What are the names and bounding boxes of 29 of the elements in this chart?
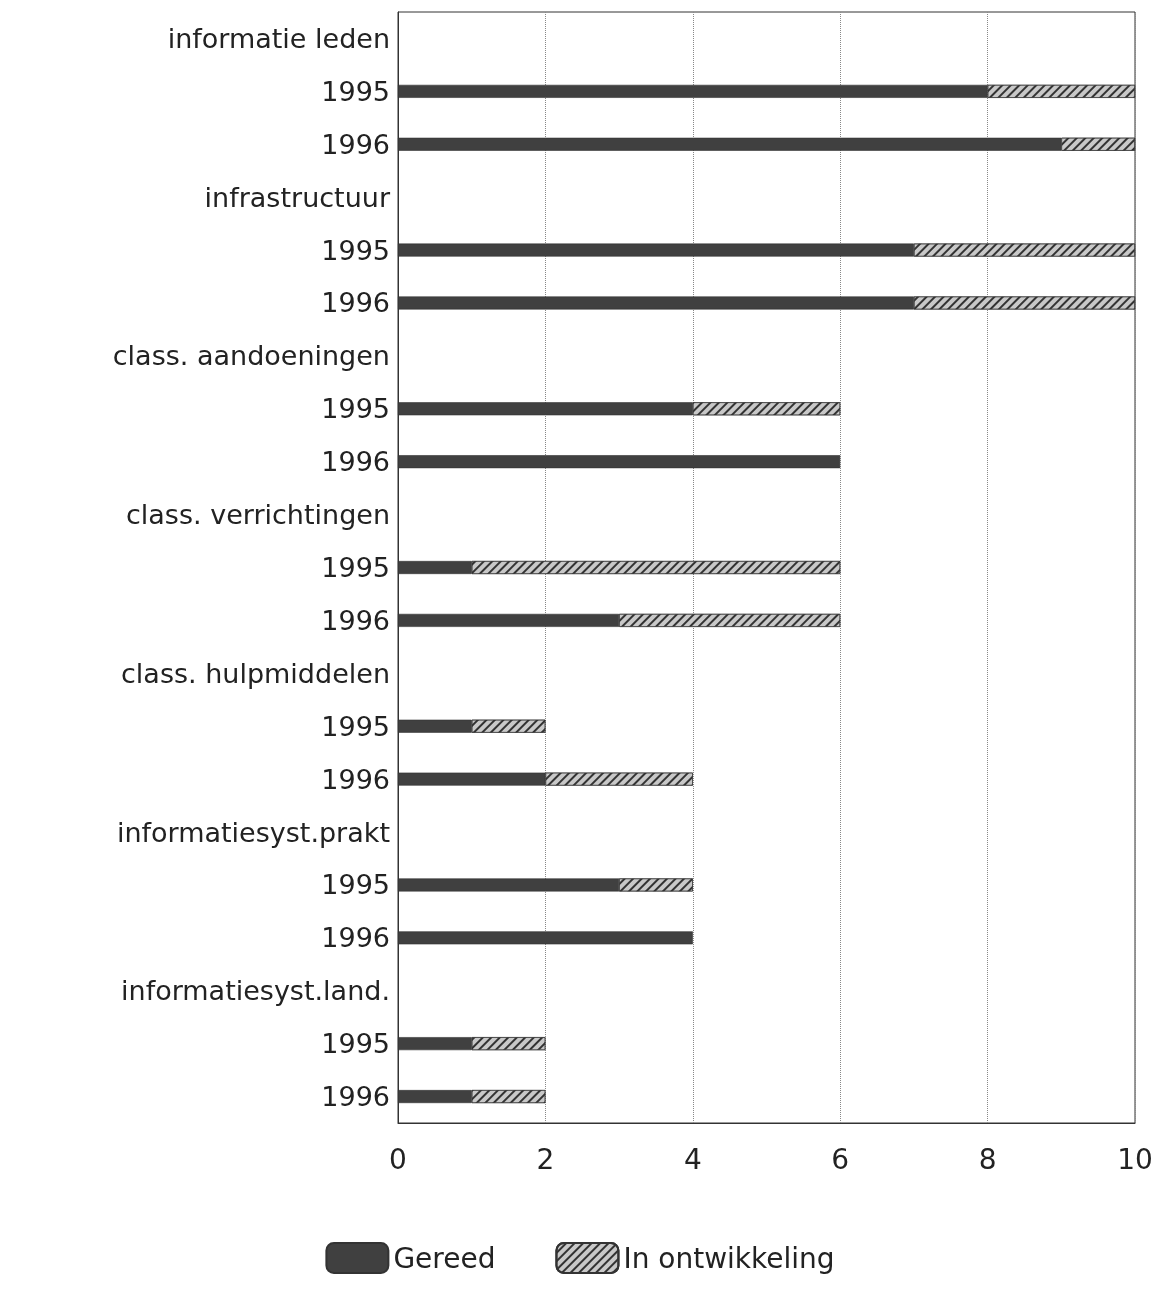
x-tick-label: 4 (683, 1142, 702, 1176)
x-tick-label: 0 (389, 1142, 407, 1176)
y-tick-label: class. hulpmiddelen (121, 657, 390, 689)
y-tick-label: class. aandoeningen (112, 340, 390, 372)
x-tick-label: 2 (536, 1142, 555, 1176)
y-tick-label: 1996 (321, 128, 390, 160)
legend-label: Gereed (393, 1241, 496, 1275)
y-tick-label: informatiesyst.land. (121, 975, 390, 1007)
x-tick-label: 10 (1117, 1142, 1153, 1176)
y-tick-label: informatie leden (167, 22, 390, 54)
y-tick-label: 1996 (321, 763, 390, 795)
y-tick-label: 1995 (321, 552, 390, 583)
y-tick-label: 1995 (321, 710, 390, 742)
y-tick-label: infrastructuur (204, 181, 391, 213)
y-tick-label: 1996 (321, 604, 390, 636)
y-tick-label: 1996 (321, 1081, 390, 1113)
y-tick-label: 1996 (321, 922, 390, 954)
y-tick-label: 1995 (321, 393, 390, 425)
y-tick-label: 1995 (321, 234, 390, 266)
y-tick-label: 1995 (321, 1028, 390, 1060)
y-tick-label: 1996 (321, 287, 390, 319)
x-tick-label: 8 (978, 1142, 997, 1176)
y-tick-label: class. verrichtingen (125, 499, 390, 531)
y-tick-label: informatiesyst.prakt (116, 816, 390, 848)
y-tick-label: 1996 (321, 446, 390, 478)
x-tick-label: 6 (831, 1142, 850, 1176)
legend-label: In ontwikkeling (623, 1241, 835, 1275)
y-tick-label: 1995 (321, 869, 390, 901)
y-tick-label: 1995 (321, 75, 390, 107)
